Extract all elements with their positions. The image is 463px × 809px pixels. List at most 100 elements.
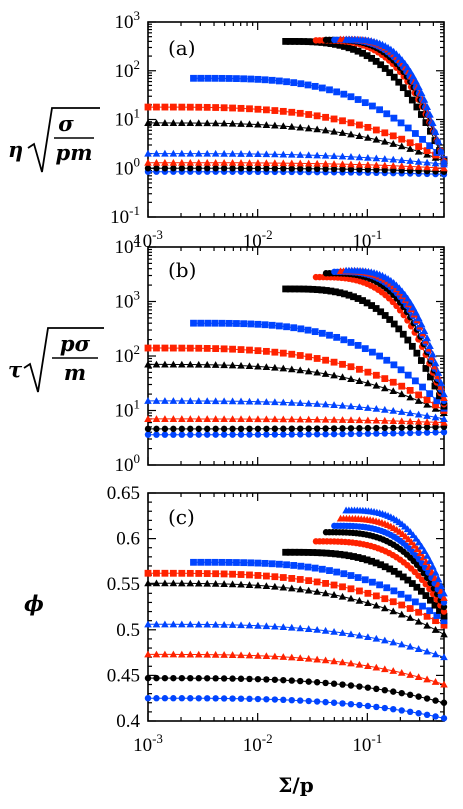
series-3 (144, 158, 448, 172)
data-point (296, 159, 305, 167)
data-point (403, 63, 412, 71)
data-point (363, 52, 371, 60)
data-point (372, 161, 381, 169)
data-point (330, 115, 338, 123)
data-point (254, 572, 262, 579)
data-point (381, 636, 389, 644)
data-point (295, 548, 303, 556)
data-point (245, 581, 254, 588)
data-point (398, 689, 405, 697)
data-point (203, 103, 211, 111)
y-tick-label: 101 (115, 397, 141, 422)
data-point (246, 425, 253, 433)
data-point (296, 576, 304, 583)
y-tick-label: 0.65 (107, 483, 140, 504)
data-point (383, 356, 391, 364)
data-point (313, 400, 321, 407)
data-point (411, 598, 419, 606)
data-point (237, 675, 245, 682)
data-point (341, 551, 348, 559)
data-point (300, 38, 308, 45)
data-point (262, 415, 271, 423)
data-point (409, 72, 418, 80)
data-point (381, 563, 389, 571)
data-point (187, 165, 194, 172)
data-point (211, 119, 220, 127)
data-point (321, 656, 330, 664)
data-point (178, 149, 186, 157)
data-point (283, 78, 290, 86)
data-point (178, 360, 186, 368)
data-point (419, 383, 426, 391)
data-point (153, 425, 160, 433)
series-4 (144, 397, 448, 422)
data-point (297, 431, 304, 438)
data-point (178, 695, 186, 702)
data-point (271, 676, 279, 683)
data-point (245, 415, 254, 423)
data-point (404, 594, 412, 602)
data-point (194, 397, 203, 404)
data-point (440, 594, 448, 601)
data-point (437, 379, 446, 387)
data-point (271, 425, 279, 432)
data-point (397, 162, 406, 170)
data-point (287, 415, 296, 423)
data-point (187, 425, 194, 433)
data-point (440, 164, 448, 172)
data-point (271, 573, 279, 581)
data-point (373, 430, 380, 437)
y-tick-label: 10-1 (110, 203, 140, 228)
data-point (288, 575, 296, 582)
data-point (426, 110, 434, 118)
series-4 (144, 149, 448, 168)
data-point (204, 558, 212, 566)
data-point (186, 650, 195, 658)
svg-text:σ: σ (58, 111, 74, 136)
data-point (261, 559, 269, 567)
data-point (426, 607, 434, 615)
data-point (280, 676, 287, 684)
data-point (186, 119, 195, 127)
data-point (318, 329, 326, 337)
data-point (161, 103, 169, 111)
data-point (356, 425, 363, 432)
data-point (432, 617, 439, 625)
svg-text:τ: τ (8, 357, 23, 382)
data-point (440, 699, 448, 706)
data-point (377, 61, 385, 69)
x-tick-label: 10-2 (243, 731, 273, 756)
data-point (415, 429, 422, 437)
y-tick-label: 0.6 (116, 529, 140, 550)
data-point (414, 410, 423, 418)
data-point (399, 573, 407, 581)
data-point (417, 111, 425, 118)
data-point (161, 620, 169, 628)
data-point (194, 149, 203, 157)
data-point (420, 327, 429, 335)
data-point (417, 542, 426, 550)
data-point (355, 596, 364, 604)
data-point (204, 431, 211, 438)
data-point (330, 657, 338, 665)
data-point (313, 578, 321, 586)
data-point (406, 409, 414, 417)
data-point (262, 622, 271, 630)
data-point (262, 582, 271, 590)
panel-b-marks (144, 266, 448, 438)
data-point (254, 581, 262, 589)
data-point (170, 695, 177, 702)
data-point (423, 400, 431, 408)
data-point (415, 424, 422, 431)
data-point (161, 119, 169, 126)
series-6 (144, 103, 448, 164)
data-point (423, 675, 431, 683)
data-point (203, 158, 211, 166)
data-point (263, 431, 270, 438)
data-point (169, 360, 178, 368)
data-point (169, 415, 178, 422)
data-point (330, 165, 338, 173)
data-point (381, 604, 389, 612)
data-point (407, 538, 416, 546)
data-point (195, 431, 202, 438)
